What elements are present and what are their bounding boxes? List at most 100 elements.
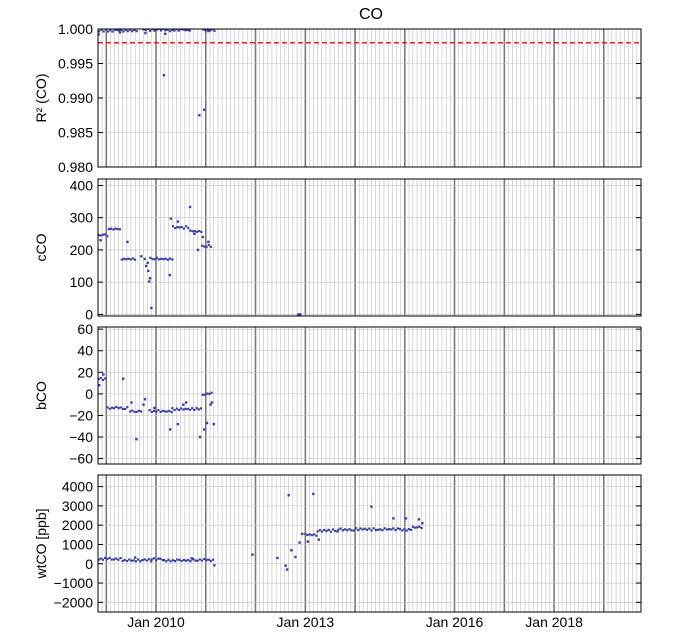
data-point (180, 559, 183, 563)
data-point (173, 29, 176, 32)
data-point (407, 527, 410, 531)
data-point (313, 533, 316, 536)
y-tick-label: −60 (69, 451, 93, 467)
data-point (196, 248, 200, 252)
data-point (198, 114, 201, 117)
data-point (98, 377, 100, 381)
data-point (169, 257, 172, 260)
data-point (294, 555, 297, 559)
data-point (157, 409, 160, 412)
data-point (143, 398, 147, 401)
data-point (193, 229, 196, 233)
data-point (98, 558, 100, 561)
data-point (184, 559, 188, 562)
y-tick-label: 0.990 (58, 90, 93, 106)
data-point (359, 527, 362, 530)
data-point (421, 522, 424, 525)
data-point (188, 205, 192, 209)
data-point (126, 406, 129, 409)
data-point (170, 411, 173, 414)
data-point (306, 540, 310, 543)
data-point (145, 559, 148, 562)
data-point (341, 529, 344, 532)
data-point (114, 227, 117, 230)
data-point (198, 229, 201, 233)
data-point (213, 564, 216, 567)
data-point (398, 527, 402, 531)
data-point (125, 258, 128, 261)
data-point (205, 245, 208, 249)
data-point (287, 494, 290, 497)
data-point (153, 258, 156, 261)
data-point (140, 410, 143, 413)
data-point (336, 530, 339, 533)
data-point (115, 29, 118, 32)
data-point (204, 29, 207, 32)
data-points (98, 492, 424, 571)
data-point (405, 529, 408, 532)
data-point (413, 526, 417, 529)
data-point (139, 560, 142, 563)
y-tick-label: 20 (77, 364, 93, 380)
data-point (112, 228, 115, 231)
data-point (162, 258, 165, 261)
data-point (329, 530, 332, 533)
data-point (159, 29, 163, 32)
data-point (155, 559, 158, 562)
data-point (146, 261, 149, 265)
data-point (208, 29, 212, 32)
data-point (136, 558, 140, 561)
data-point (130, 559, 133, 562)
data-point (171, 258, 174, 261)
data-point (206, 392, 209, 395)
data-point (161, 559, 164, 562)
data-point (176, 422, 180, 426)
data-point (135, 410, 138, 413)
data-point (202, 29, 205, 31)
data-point (331, 528, 335, 531)
data-point (297, 313, 300, 316)
data-point (383, 527, 386, 530)
data-point (370, 529, 373, 532)
x-tick-label: Jan 2013 (277, 614, 335, 630)
data-point (180, 225, 183, 229)
data-point (131, 30, 134, 33)
y-tick-label: 100 (70, 274, 94, 290)
data-point (186, 29, 189, 32)
data-point (195, 230, 199, 233)
data-point (148, 280, 151, 283)
data-point (150, 558, 153, 561)
data-point (404, 517, 408, 520)
data-point (109, 227, 113, 230)
data-point (129, 258, 132, 261)
data-point (372, 527, 375, 530)
data-point (147, 269, 150, 273)
plot-frame (97, 326, 642, 465)
data-point (176, 558, 179, 561)
data-point (202, 428, 206, 431)
data-point (416, 526, 419, 529)
data-point (251, 553, 254, 556)
data-point (142, 29, 145, 31)
data-point (124, 29, 127, 32)
data-point (144, 264, 148, 268)
data-point (147, 558, 151, 561)
data-point (166, 410, 169, 413)
data-point (106, 557, 109, 561)
data-point (163, 410, 167, 413)
data-point (197, 408, 200, 411)
data-point (195, 407, 198, 410)
data-point (401, 529, 404, 532)
data-point (188, 408, 192, 411)
data-point (119, 556, 122, 560)
data-point (285, 568, 289, 571)
data-point (290, 549, 293, 552)
data-point (174, 226, 177, 230)
y-tick-label: 2000 (62, 517, 93, 533)
x-axis-tick-labels: Jan 2010 Jan 2013 Jan 2016 Jan 2018 (127, 614, 583, 630)
data-point (101, 378, 105, 382)
data-point (168, 273, 171, 277)
data-point (128, 558, 131, 561)
data-point (164, 257, 167, 260)
data-point (180, 407, 183, 410)
